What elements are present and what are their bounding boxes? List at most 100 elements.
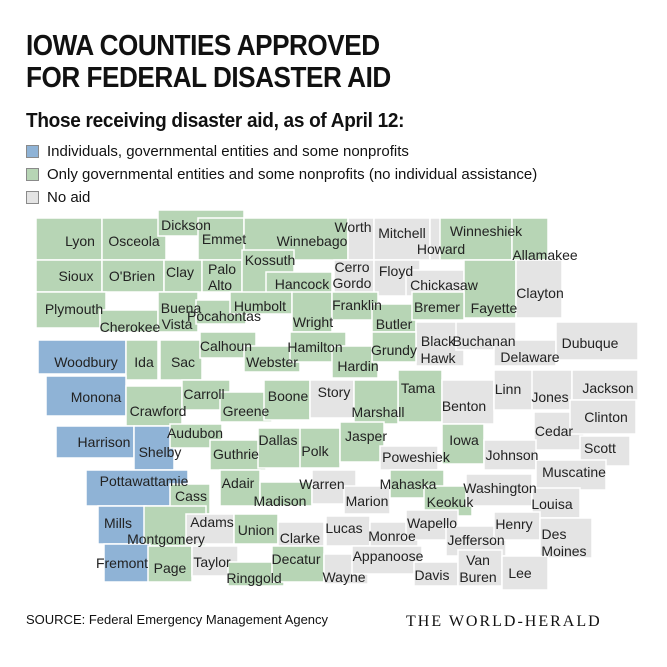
county-lyon bbox=[35, 217, 103, 261]
county-adair bbox=[219, 469, 261, 507]
county-label-iowa: Iowa bbox=[449, 432, 479, 448]
county-label-lee: Lee bbox=[508, 565, 532, 581]
county-label-davis: Davis bbox=[414, 567, 449, 583]
county-label-boone: Boone bbox=[268, 388, 309, 404]
county-label-jackson: Jackson bbox=[582, 380, 633, 396]
county-franklin bbox=[331, 291, 379, 321]
county-des-moines bbox=[539, 517, 593, 559]
county-label-des-moines: Des Moines bbox=[541, 526, 586, 559]
county-label-hardin: Hardin bbox=[337, 358, 378, 374]
county-jasper bbox=[339, 421, 385, 463]
county-label-adair: Adair bbox=[222, 475, 255, 491]
county-label-cherokee: Cherokee bbox=[100, 319, 161, 335]
county-label-cerro-gordo: Cerro Gordo bbox=[333, 259, 372, 291]
county-label-appanoose: Appanoose bbox=[353, 548, 424, 564]
county-label-dickson: Dickson bbox=[161, 217, 211, 233]
county-label-guthrie: Guthrie bbox=[213, 446, 259, 462]
county-label-buchanan: Buchanan bbox=[452, 333, 515, 349]
county-label-clarke: Clarke bbox=[280, 530, 321, 546]
county-label-jones: Jones bbox=[531, 389, 568, 405]
county-label-franklin: Franklin bbox=[332, 297, 382, 313]
county-label-plymouth: Plymouth bbox=[45, 301, 103, 317]
county-label-humbolt: Humbolt bbox=[234, 298, 286, 314]
county-label-jasper: Jasper bbox=[345, 428, 387, 444]
county-label-carroll: Carroll bbox=[183, 386, 224, 402]
county-delaware bbox=[493, 339, 557, 367]
county-label-kossuth: Kossuth bbox=[245, 252, 296, 268]
county-sac bbox=[159, 339, 203, 381]
county-clayton bbox=[515, 259, 563, 319]
county-label-chickasaw: Chickasaw bbox=[410, 277, 479, 293]
county-label-tama: Tama bbox=[401, 380, 435, 396]
county-lee bbox=[501, 555, 549, 591]
county-palo-alto bbox=[201, 259, 243, 293]
county-label-black-hawk: Black Hawk bbox=[420, 333, 456, 366]
county-linn bbox=[493, 369, 535, 411]
county-grundy bbox=[371, 331, 417, 363]
county-label-ringgold: Ringgold bbox=[226, 570, 281, 586]
county-label-lucas: Lucas bbox=[325, 520, 362, 536]
county-label-calhoun: Calhoun bbox=[200, 338, 252, 354]
county-iowa bbox=[441, 423, 485, 465]
county-label-o-brien: O'Brien bbox=[109, 268, 155, 284]
county-fayette bbox=[463, 259, 517, 319]
county-mitchell bbox=[373, 217, 431, 261]
county-decatur bbox=[271, 545, 325, 583]
county-label-dallas: Dallas bbox=[259, 432, 298, 448]
county-poweshiek bbox=[379, 445, 439, 471]
county-label-cass: Cass bbox=[175, 488, 207, 504]
county-boone bbox=[263, 379, 311, 421]
county-label-marion: Marion bbox=[346, 493, 389, 509]
county-winneshiek bbox=[439, 217, 513, 261]
county-label-monroe: Monroe bbox=[368, 528, 416, 544]
county-appanoose bbox=[351, 545, 423, 575]
county-davis bbox=[413, 561, 459, 587]
county-label-clayton: Clayton bbox=[516, 285, 563, 301]
county-label-woodbury: Woodbury bbox=[54, 354, 118, 370]
county-union bbox=[233, 513, 279, 545]
county-label-clay: Clay bbox=[166, 264, 194, 280]
county-label-webster: Webster bbox=[246, 354, 298, 370]
county-label-louisa: Louisa bbox=[531, 496, 572, 512]
county-label-warren: Warren bbox=[299, 476, 344, 492]
county-label-grundy: Grundy bbox=[371, 342, 417, 358]
county-label-delaware: Delaware bbox=[500, 349, 559, 365]
county-label-winnebago: Winnebago bbox=[277, 233, 348, 249]
county-woodbury bbox=[37, 339, 127, 375]
county-label-wapello: Wapello bbox=[407, 515, 457, 531]
county-monona bbox=[45, 375, 127, 417]
county-label-winneshiek: Winneshiek bbox=[450, 223, 523, 239]
county-van-buren bbox=[457, 549, 503, 587]
county-label-harrison: Harrison bbox=[78, 434, 131, 450]
county-label-johnson: Johnson bbox=[486, 447, 539, 463]
county-label-buena-vista: Buena Vista bbox=[161, 300, 202, 332]
county-label-van-buren: Van Buren bbox=[459, 552, 496, 585]
county-marion bbox=[343, 485, 391, 515]
map-title: IOWA COUNTIES APPROVED FOR FEDERAL DISAS… bbox=[26, 30, 391, 94]
legend-label-individual: Individuals, governmental entities and s… bbox=[47, 143, 409, 160]
county-label-cedar: Cedar bbox=[535, 423, 573, 439]
county-label-shelby: Shelby bbox=[139, 444, 182, 460]
county-label-poweshiek: Poweshiek bbox=[382, 449, 451, 465]
county-label-bremer: Bremer bbox=[414, 299, 460, 315]
county-label-jefferson: Jefferson bbox=[447, 532, 504, 548]
county-jackson bbox=[571, 369, 639, 401]
county-ida bbox=[125, 339, 159, 381]
county-label-wayne: Wayne bbox=[322, 569, 365, 585]
county-wright bbox=[291, 291, 333, 333]
title-line-1: IOWA COUNTIES APPROVED bbox=[26, 30, 380, 62]
county-o-brien bbox=[101, 259, 165, 293]
county-label-hancock: Hancock bbox=[275, 276, 330, 292]
county-label-fremont: Fremont bbox=[96, 555, 148, 571]
county-audubon bbox=[169, 423, 223, 449]
county-label-dubuque: Dubuque bbox=[562, 335, 619, 351]
county-guthrie bbox=[209, 439, 267, 471]
county-clinton bbox=[569, 399, 637, 435]
county-label-page: Page bbox=[154, 560, 187, 576]
map-subtitle: Those receiving disaster aid, as of Apri… bbox=[26, 110, 405, 132]
county-label-floyd: Floyd bbox=[379, 263, 413, 279]
legend-swatch-government bbox=[26, 168, 39, 181]
county-label-emmet: Emmet bbox=[202, 231, 246, 247]
title-line-2: FOR FEDERAL DISASTER AID bbox=[26, 62, 391, 94]
